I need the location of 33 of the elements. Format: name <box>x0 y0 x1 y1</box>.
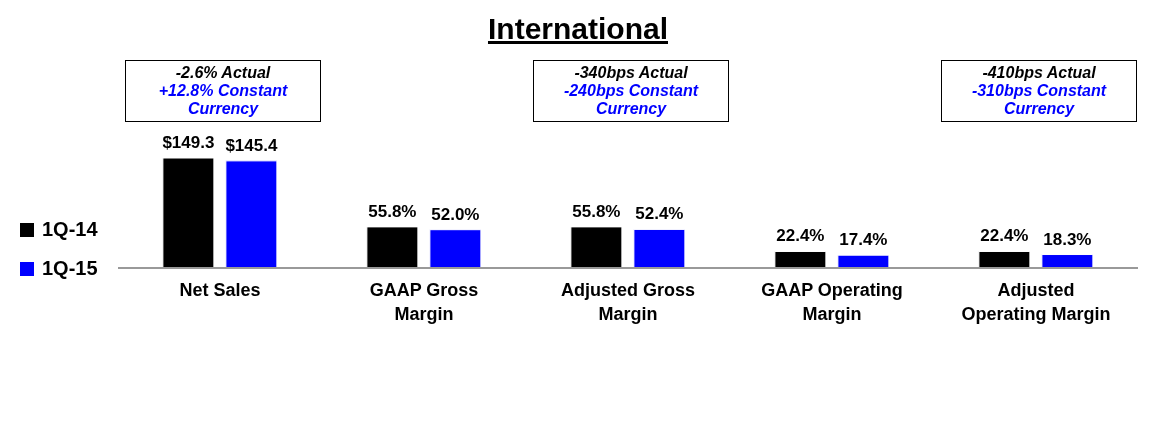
bar <box>633 228 686 269</box>
data-label: 55.8% <box>572 201 621 221</box>
bar <box>429 229 482 269</box>
bar <box>774 251 827 269</box>
data-label: 22.4% <box>776 226 825 246</box>
x-tick-label: GAAP Operating Margin <box>761 280 903 324</box>
chart-title: International <box>487 12 669 46</box>
data-label: 52.0% <box>431 204 480 224</box>
x-tick-label: GAAP Gross Margin <box>369 280 479 324</box>
data-label: 17.4% <box>839 230 888 250</box>
bar <box>1041 254 1094 269</box>
data-label: $145.4 <box>225 135 278 155</box>
legend-label: 1Q-14 <box>42 218 98 241</box>
data-label: 22.4% <box>980 226 1029 246</box>
bar <box>978 251 1031 269</box>
text: -2.6% Actual <box>174 64 272 82</box>
bar <box>225 160 278 269</box>
data-label: 52.4% <box>635 204 684 224</box>
text: -240bps Constant Currency <box>562 82 700 118</box>
text: -340bps Actual <box>573 64 689 82</box>
x-tick-label: Adjusted Gross Margin <box>560 280 696 324</box>
legend-label: 1Q-15 <box>42 257 98 280</box>
x-tick-label: Net Sales <box>179 280 261 300</box>
text: +12.8% Constant Currency <box>157 82 289 118</box>
bar <box>366 226 419 269</box>
text: -310bps Constant Currency <box>970 82 1108 118</box>
data-label: 55.8% <box>368 201 417 221</box>
data-label: 18.3% <box>1043 229 1092 249</box>
x-tick-label: Adjusted Operating Margin <box>961 280 1111 324</box>
text: -410bps Actual <box>981 64 1097 82</box>
data-label: $149.3 <box>162 133 215 152</box>
bar <box>570 226 623 269</box>
bar <box>162 157 215 269</box>
